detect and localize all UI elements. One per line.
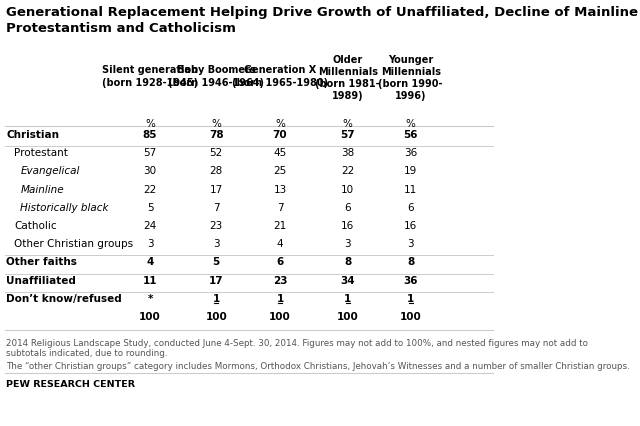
Text: 7: 7 bbox=[213, 202, 220, 212]
Text: %: % bbox=[275, 119, 285, 129]
Text: 22: 22 bbox=[143, 184, 157, 194]
Text: 3: 3 bbox=[344, 239, 351, 249]
Text: %: % bbox=[211, 119, 221, 129]
Text: 22: 22 bbox=[341, 166, 355, 176]
Text: 57: 57 bbox=[340, 130, 355, 140]
Text: 11: 11 bbox=[404, 184, 417, 194]
Text: 13: 13 bbox=[273, 184, 287, 194]
Text: PEW RESEARCH CENTER: PEW RESEARCH CENTER bbox=[6, 379, 135, 388]
Text: Don’t know/refused: Don’t know/refused bbox=[6, 293, 122, 303]
Text: Unaffiliated: Unaffiliated bbox=[6, 275, 76, 285]
Text: 100: 100 bbox=[140, 311, 161, 321]
Text: 25: 25 bbox=[273, 166, 287, 176]
Text: 5: 5 bbox=[147, 202, 154, 212]
Text: subtotals indicated, due to rounding.: subtotals indicated, due to rounding. bbox=[6, 348, 168, 357]
Text: 16: 16 bbox=[404, 221, 417, 230]
Text: Silent generation: Silent generation bbox=[102, 65, 198, 75]
Text: 7: 7 bbox=[276, 202, 284, 212]
Text: 6: 6 bbox=[276, 257, 284, 267]
Text: 1: 1 bbox=[407, 293, 414, 303]
Text: 8: 8 bbox=[407, 257, 414, 267]
Text: 100: 100 bbox=[337, 311, 358, 321]
Text: 6: 6 bbox=[344, 202, 351, 212]
Text: Generation X: Generation X bbox=[244, 65, 316, 75]
Text: 38: 38 bbox=[341, 148, 355, 158]
Text: (born 1946-1964): (born 1946-1964) bbox=[168, 78, 264, 88]
Text: Christian: Christian bbox=[6, 130, 60, 140]
Text: Generational Replacement Helping Drive Growth of Unaffiliated, Decline of Mainli: Generational Replacement Helping Drive G… bbox=[6, 6, 638, 35]
Text: 21: 21 bbox=[273, 221, 287, 230]
Text: %: % bbox=[145, 119, 155, 129]
Text: 100: 100 bbox=[400, 311, 422, 321]
Text: 5: 5 bbox=[212, 257, 220, 267]
Text: 1: 1 bbox=[212, 293, 220, 303]
Text: 34: 34 bbox=[340, 275, 355, 285]
Text: 45: 45 bbox=[273, 148, 287, 158]
Text: 52: 52 bbox=[210, 148, 223, 158]
Text: *: * bbox=[147, 293, 153, 303]
Text: 2014 Religious Landscape Study, conducted June 4-Sept. 30, 2014. Figures may not: 2014 Religious Landscape Study, conducte… bbox=[6, 338, 588, 347]
Text: 24: 24 bbox=[143, 221, 157, 230]
Text: 23: 23 bbox=[210, 221, 223, 230]
Text: Protestant: Protestant bbox=[14, 148, 68, 158]
Text: 3: 3 bbox=[408, 239, 414, 249]
Text: 3: 3 bbox=[213, 239, 220, 249]
Text: 4: 4 bbox=[147, 257, 154, 267]
Text: 36: 36 bbox=[403, 275, 418, 285]
Text: Baby Boomers: Baby Boomers bbox=[177, 65, 255, 75]
Text: 10: 10 bbox=[341, 184, 355, 194]
Text: 56: 56 bbox=[403, 130, 418, 140]
Text: 4: 4 bbox=[276, 239, 284, 249]
Text: Mainline: Mainline bbox=[20, 184, 64, 194]
Text: %: % bbox=[406, 119, 415, 129]
Text: Evangelical: Evangelical bbox=[20, 166, 79, 176]
Text: 17: 17 bbox=[209, 275, 223, 285]
Text: 1: 1 bbox=[276, 293, 284, 303]
Text: 70: 70 bbox=[273, 130, 287, 140]
Text: (born 1928-1945): (born 1928-1945) bbox=[102, 78, 198, 88]
Text: The “other Christian groups” category includes Mormons, Orthodox Christians, Jeh: The “other Christian groups” category in… bbox=[6, 361, 630, 370]
Text: Historically black: Historically black bbox=[20, 202, 109, 212]
Text: Other Christian groups: Other Christian groups bbox=[14, 239, 133, 249]
Text: 3: 3 bbox=[147, 239, 154, 249]
Text: Older
Millennials
(born 1981-
1989): Older Millennials (born 1981- 1989) bbox=[316, 55, 380, 101]
Text: Other faiths: Other faiths bbox=[6, 257, 77, 267]
Text: %: % bbox=[343, 119, 353, 129]
Text: 8: 8 bbox=[344, 257, 351, 267]
Text: 17: 17 bbox=[210, 184, 223, 194]
Text: 30: 30 bbox=[143, 166, 157, 176]
Text: 11: 11 bbox=[143, 275, 157, 285]
Text: 23: 23 bbox=[273, 275, 287, 285]
Text: 100: 100 bbox=[205, 311, 227, 321]
Text: (born 1965-1980): (born 1965-1980) bbox=[232, 78, 328, 88]
Text: 1: 1 bbox=[344, 293, 351, 303]
Text: 28: 28 bbox=[210, 166, 223, 176]
Text: 19: 19 bbox=[404, 166, 417, 176]
Text: 100: 100 bbox=[269, 311, 291, 321]
Text: 36: 36 bbox=[404, 148, 417, 158]
Text: 16: 16 bbox=[341, 221, 355, 230]
Text: 78: 78 bbox=[209, 130, 223, 140]
Text: 85: 85 bbox=[143, 130, 157, 140]
Text: Catholic: Catholic bbox=[14, 221, 56, 230]
Text: 57: 57 bbox=[143, 148, 157, 158]
Text: Younger
Millennials
(born 1990-
1996): Younger Millennials (born 1990- 1996) bbox=[378, 55, 443, 101]
Text: 6: 6 bbox=[408, 202, 414, 212]
